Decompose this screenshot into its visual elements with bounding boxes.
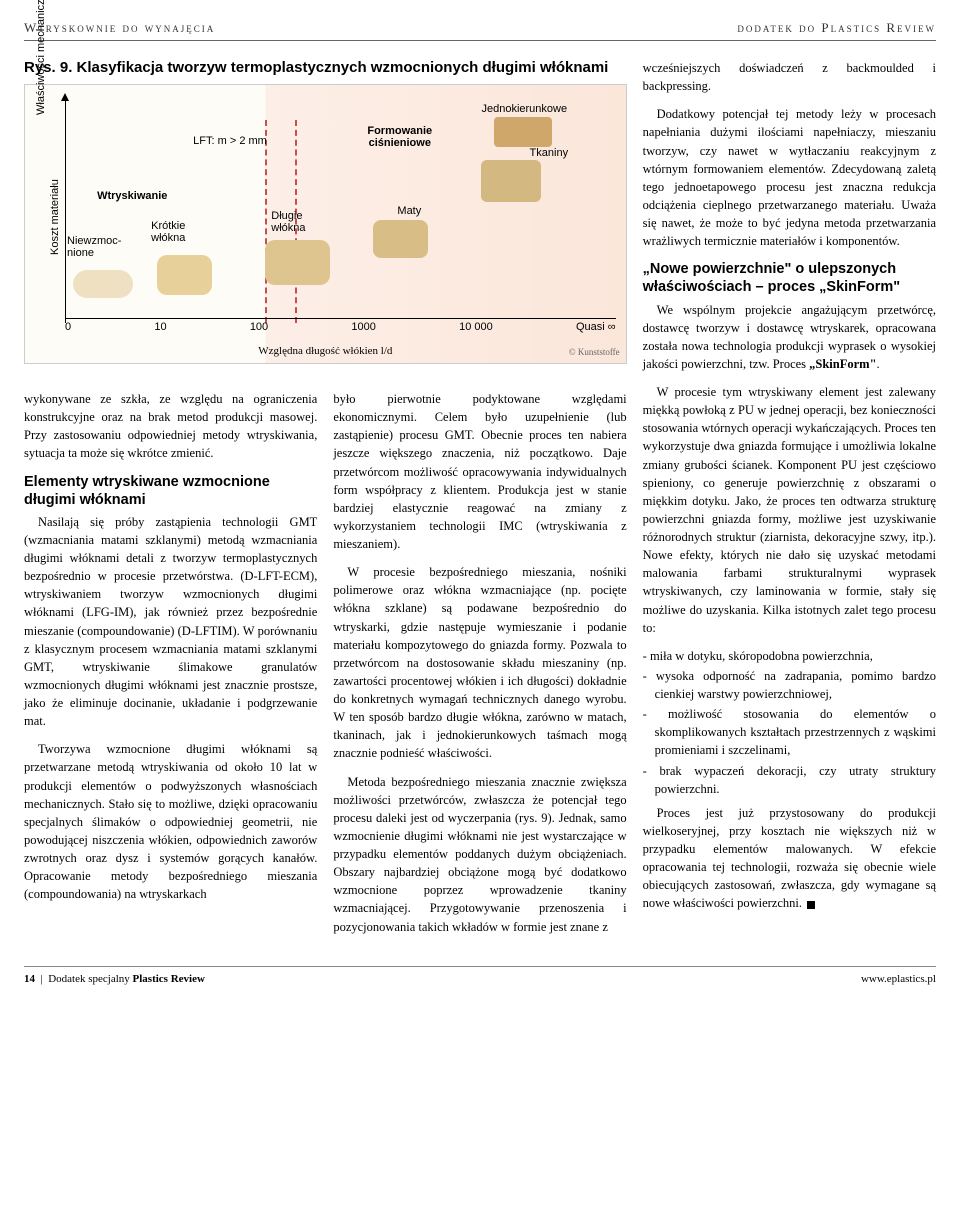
chart-area: Właściwości mechaniczne Koszt materiału …: [24, 84, 627, 364]
p6: Metoda bezpośredniego mieszania znacznie…: [333, 773, 626, 936]
footer-right: www.eplastics.pl: [861, 973, 936, 985]
tkaniny-label: Tkaniny: [530, 147, 569, 159]
dlugie-label: Długie włókna: [271, 210, 305, 234]
figure-credit: © Kunststoffe: [569, 347, 620, 357]
y-axis-line: [65, 95, 66, 323]
p11: Proces jest już przystosowany do produkc…: [643, 804, 936, 913]
p2: Nasilają się próby zastąpienia technolog…: [24, 513, 317, 731]
footer-left: 14 | Dodatek specjalny Plastics Review: [24, 973, 205, 985]
x-axis-caption: Względna długość włókien l/d: [25, 345, 626, 357]
figure-title: Rys. 9. Klasyfikacja tworzyw termoplasty…: [24, 59, 627, 76]
column-2: było pierwotnie podyktowane względami ek…: [333, 390, 626, 946]
blob-maty: [373, 220, 428, 258]
header-left: Wtryskownie do wynajęcia: [24, 20, 215, 36]
heading-elementy: Elementy wtryskiwane wzmocnione długimi …: [24, 473, 317, 509]
end-mark-icon: [807, 901, 815, 909]
list-item-1: miła w dotyku, skóropodobna powierzchnia…: [643, 647, 936, 665]
y-axis-label-top: Właściwości mechaniczne: [35, 0, 47, 115]
p1: wykonywane ze szkła, ze względu na ogran…: [24, 390, 317, 463]
heading-skinform: „Nowe powierzchnie" o ulepszonych właści…: [643, 260, 936, 296]
x-tick-3: 1000: [351, 321, 375, 333]
p9: We wspólnym projekcie angażującym przetw…: [643, 301, 936, 374]
p7: wcześniejszych doświadczeń z backmoulded…: [643, 59, 936, 95]
p3: Tworzywa wzmocnione długimi włóknami są …: [24, 740, 317, 903]
list-item-4: brak wypaczeń dekoracji, czy utraty stru…: [643, 762, 936, 798]
p5: W procesie bezpośredniego mieszania, noś…: [333, 563, 626, 762]
x-tick-5: Quasi ∞: [576, 321, 616, 333]
p4: było pierwotnie podyktowane względami ek…: [333, 390, 626, 553]
p8: Dodatkowy potencjał tej metody leży w pr…: [643, 105, 936, 250]
page-header: Wtryskownie do wynajęcia dodatek do Plas…: [24, 20, 936, 41]
maty-label: Maty: [397, 205, 421, 217]
x-tick-0: 0: [65, 321, 71, 333]
page-footer: 14 | Dodatek specjalny Plastics Review w…: [24, 966, 936, 985]
blob-krotkie: [157, 255, 212, 295]
y-axis-arrow: [61, 93, 69, 101]
footer-left-bold: Plastics Review: [133, 973, 205, 985]
blob-tkaniny: [481, 160, 541, 202]
footer-left-text: Dodatek specjalny: [48, 973, 132, 985]
blob-dlugie: [265, 240, 330, 285]
list-item-2: wysoka odporność na zadrapania, pomimo b…: [643, 667, 936, 703]
column-3: wcześniejszych doświadczeń z backmoulded…: [643, 59, 936, 946]
p10: W procesie tym wtryskiwany element jest …: [643, 383, 936, 637]
blob-niewzmocnione: [73, 270, 133, 298]
x-tick-1: 10: [154, 321, 166, 333]
krotkie-label: Krótkie włókna: [151, 220, 185, 244]
y-axis-label-bottom: Koszt materiału: [49, 179, 61, 255]
x-axis: 0 10 100 1000 10 000 Quasi ∞: [65, 318, 616, 333]
footer-page: 14: [24, 973, 35, 985]
dashed-line-1: [265, 120, 267, 323]
figure-9: Rys. 9. Klasyfikacja tworzyw termoplasty…: [24, 59, 627, 364]
niewzmocnione-label: Niewzmoc- nione: [67, 235, 121, 259]
blob-jednokierunkowe: [494, 117, 552, 147]
x-tick-2: 100: [250, 321, 268, 333]
lft-label: LFT: m > 2 mm: [193, 135, 267, 147]
formowanie-label: Formowanie ciśnieniowe: [367, 125, 432, 149]
jednokierunkowe-label: Jednokierunkowe: [481, 103, 567, 115]
list-item-3: możliwość stosowania do elementów o skom…: [643, 705, 936, 759]
column-1: wykonywane ze szkła, ze względu na ogran…: [24, 390, 317, 946]
content-grid: Rys. 9. Klasyfikacja tworzyw termoplasty…: [24, 59, 936, 946]
header-right: dodatek do Plastics Review: [737, 20, 936, 36]
x-tick-4: 10 000: [459, 321, 493, 333]
wtryskiwanie-label: Wtryskiwanie: [97, 190, 167, 202]
